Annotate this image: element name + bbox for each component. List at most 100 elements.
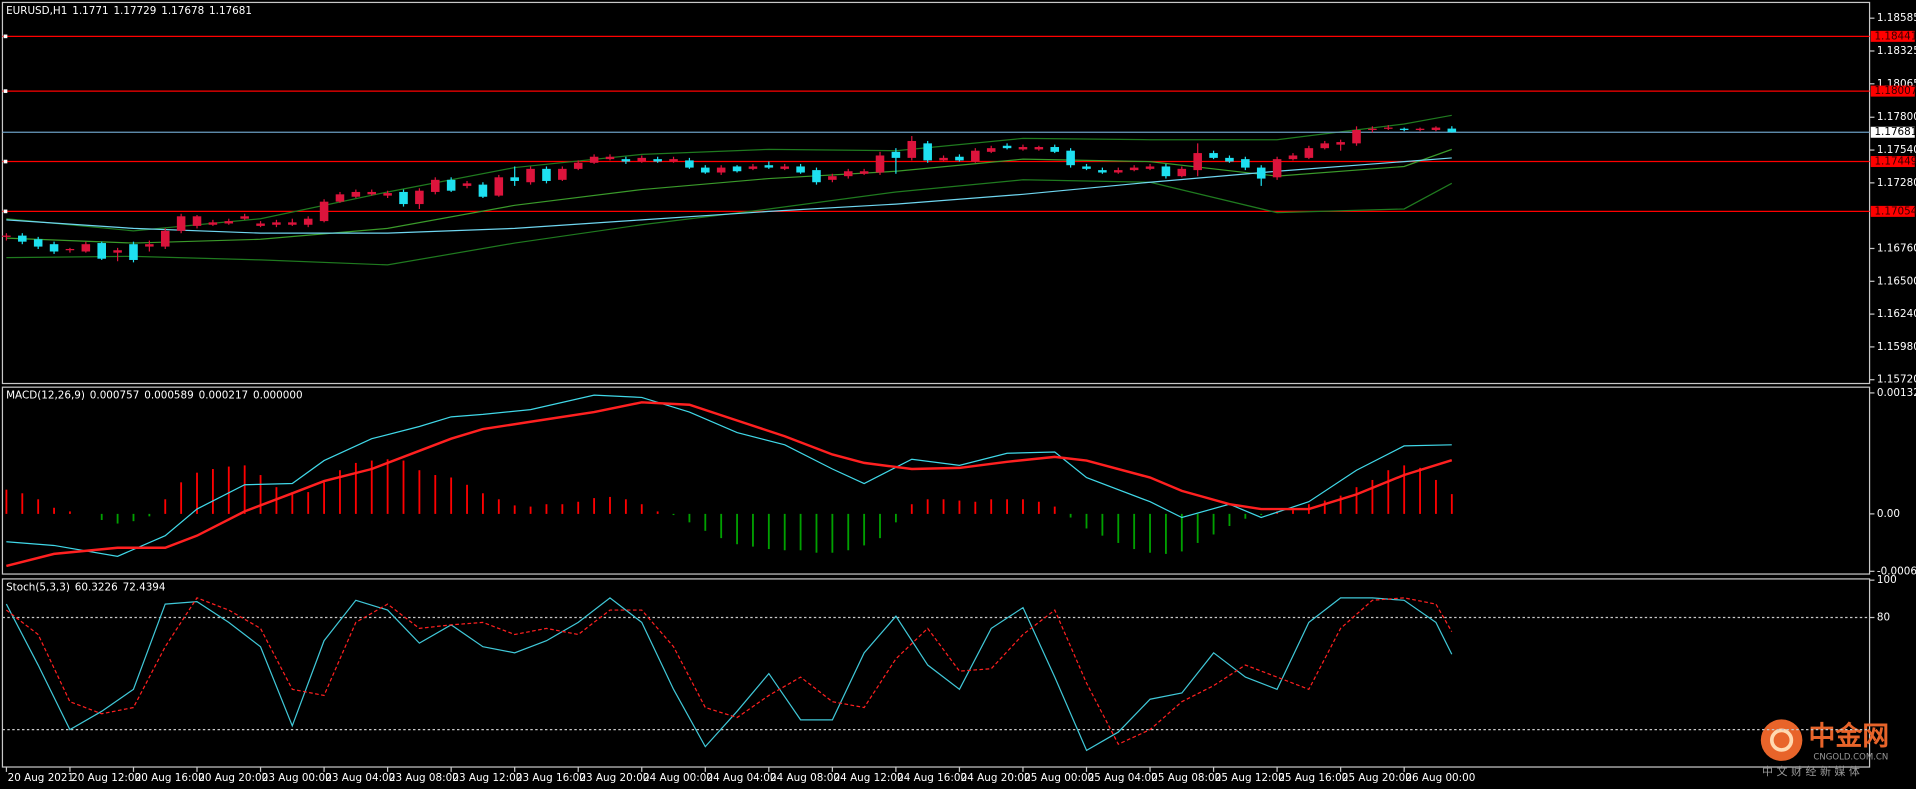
candle-body bbox=[1129, 167, 1139, 171]
y-tick-label: 80 bbox=[1877, 612, 1890, 624]
candle-body bbox=[1209, 153, 1218, 158]
indicator-line bbox=[6, 179, 1453, 266]
candle-body bbox=[526, 168, 535, 183]
candle-body bbox=[1066, 150, 1075, 166]
x-tick-label: 25 Aug 04:00 bbox=[1088, 772, 1158, 784]
price-header: EURUSD,H1 1.1771 1.17729 1.17678 1.17681 bbox=[6, 5, 252, 17]
level-handle bbox=[3, 159, 8, 164]
candle-body bbox=[367, 191, 377, 195]
candle-body bbox=[637, 157, 647, 162]
candle-body bbox=[383, 193, 392, 196]
low: 1.17678 bbox=[161, 5, 204, 17]
x-tick-label: 20 Aug 2021 bbox=[8, 772, 74, 784]
candle-body bbox=[732, 166, 742, 172]
symbol: EURUSD,H1 bbox=[6, 5, 67, 17]
y-tick-label: 100 bbox=[1877, 574, 1897, 586]
x-tick-label: 24 Aug 20:00 bbox=[961, 772, 1031, 784]
macd-header: MACD(12,26,9) 0.000757 0.000589 0.000217 0.0… bbox=[6, 390, 302, 402]
x-tick-label: 25 Aug 08:00 bbox=[1151, 772, 1221, 784]
candle-body bbox=[1098, 170, 1107, 173]
candle-body bbox=[176, 216, 186, 231]
readout: 60.3226 bbox=[75, 581, 118, 593]
candle-body bbox=[558, 168, 567, 180]
candle-body bbox=[1256, 167, 1266, 179]
x-tick-label: 24 Aug 00:00 bbox=[643, 772, 713, 784]
level-handle bbox=[3, 34, 8, 39]
x-tick-label: 23 Aug 08:00 bbox=[389, 772, 459, 784]
candle-body bbox=[446, 179, 456, 191]
candle-body bbox=[1113, 170, 1123, 173]
candle-body bbox=[1193, 153, 1202, 171]
candle-body bbox=[986, 148, 996, 152]
x-tick-label: 25 Aug 16:00 bbox=[1278, 772, 1348, 784]
level-label-box bbox=[1870, 156, 1915, 168]
candle-body bbox=[81, 244, 91, 252]
candle-body bbox=[1272, 159, 1282, 178]
price-label: 1.17681 bbox=[1874, 126, 1916, 138]
candle-body bbox=[1241, 159, 1250, 168]
macd-label: MACD(12,26,9) bbox=[6, 390, 85, 402]
y-tick-label: 1.17540 bbox=[1877, 144, 1916, 156]
panel-marks bbox=[2, 34, 1870, 266]
logo-circle bbox=[1760, 719, 1803, 761]
x-tick-label: 24 Aug 16:00 bbox=[897, 772, 967, 784]
candle-body bbox=[2, 235, 11, 237]
x-tick-label: 23 Aug 04:00 bbox=[325, 772, 395, 784]
candle-body bbox=[18, 235, 27, 242]
candle-body bbox=[1177, 168, 1187, 177]
candle-body bbox=[430, 179, 440, 192]
candle-body bbox=[1352, 129, 1361, 144]
readout: 0.000757 bbox=[90, 390, 140, 402]
y-tick-label: 1.15720 bbox=[1877, 374, 1916, 386]
candle-body bbox=[303, 218, 313, 225]
candle-body bbox=[1336, 142, 1345, 145]
candle-body bbox=[875, 155, 885, 173]
indicator-line bbox=[6, 114, 1452, 232]
y-tick-label: -0.00063 bbox=[1877, 565, 1916, 577]
candle-body bbox=[859, 171, 869, 174]
readout: 72.4394 bbox=[123, 581, 166, 593]
y-tick-label: 1.16240 bbox=[1877, 308, 1916, 320]
high: 1.17729 bbox=[113, 5, 156, 17]
x-tick-label: 23 Aug 12:00 bbox=[452, 772, 522, 784]
readout: 0.000589 bbox=[144, 390, 194, 402]
x-tick-label: 25 Aug 20:00 bbox=[1342, 772, 1412, 784]
candle-body bbox=[1225, 157, 1234, 162]
x-tick-label: 23 Aug 00:00 bbox=[262, 772, 332, 784]
macd-panel bbox=[1, 386, 1871, 575]
price-panel bbox=[1, 1, 1871, 385]
candle-body bbox=[542, 168, 551, 181]
x-tick-label: 25 Aug 12:00 bbox=[1215, 772, 1285, 784]
y-tick-label: 0.001327 bbox=[1877, 387, 1916, 399]
y-tick-label: 1.18585 bbox=[1877, 12, 1916, 24]
site: CNGOLD.COM.CN bbox=[1813, 753, 1888, 763]
level-label-box bbox=[1870, 85, 1915, 97]
candle-body bbox=[589, 156, 599, 163]
candle-body bbox=[843, 171, 853, 177]
y-tick-label: 1.15980 bbox=[1877, 341, 1916, 353]
candle-body bbox=[113, 250, 122, 253]
candle-body bbox=[701, 167, 710, 173]
candle-body bbox=[1320, 143, 1330, 149]
candle-body bbox=[780, 166, 789, 169]
candle-body bbox=[685, 160, 694, 168]
candle-body bbox=[955, 156, 964, 161]
level-label-box bbox=[1870, 205, 1915, 217]
candle-body bbox=[1384, 127, 1393, 129]
logo-mark bbox=[1769, 728, 1794, 752]
stoch-panel bbox=[1, 578, 1871, 768]
panel-marks bbox=[2, 597, 1870, 752]
x-tick-label: 24 Aug 08:00 bbox=[770, 772, 840, 784]
x-tick-label: 25 Aug 00:00 bbox=[1024, 772, 1094, 784]
x-tick-label: 26 Aug 00:00 bbox=[1405, 772, 1475, 784]
candle-body bbox=[33, 239, 43, 247]
candle-body bbox=[1304, 148, 1314, 158]
level-label: 1.17054 bbox=[1874, 205, 1916, 217]
candle-body bbox=[145, 244, 154, 247]
candle-body bbox=[494, 177, 504, 196]
candle-body bbox=[1050, 147, 1060, 152]
candle-body bbox=[748, 166, 758, 169]
x-tick-label: 20 Aug 20:00 bbox=[198, 772, 268, 784]
y-tick-label: 1.16760 bbox=[1877, 242, 1916, 254]
candle-body bbox=[764, 165, 774, 168]
